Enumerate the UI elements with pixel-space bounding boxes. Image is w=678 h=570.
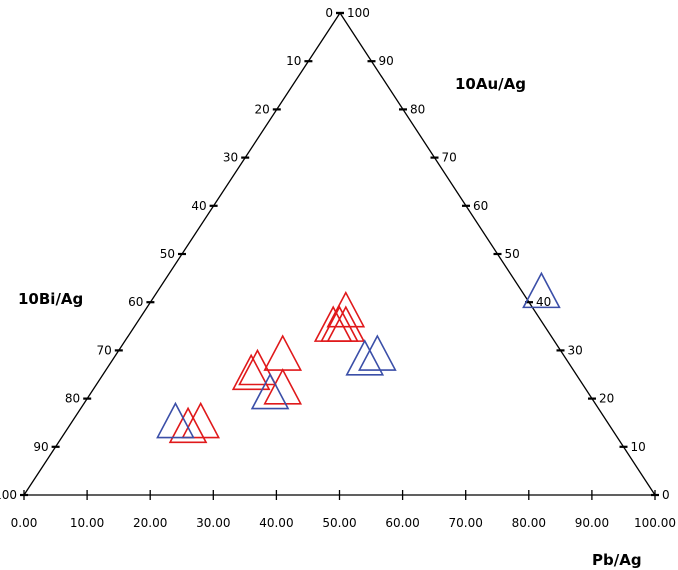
red-triangle-point	[326, 290, 366, 328]
bottom-tick-label: 0.00	[11, 516, 38, 530]
right-tick-label: 30	[568, 343, 583, 357]
bottom-tick-label: 30.00	[196, 516, 230, 530]
bottom-tick-label: 40.00	[259, 516, 293, 530]
red-triangle-point	[263, 368, 303, 405]
red-triangle-point	[320, 305, 359, 342]
bottom-tick-label: 70.00	[449, 516, 483, 530]
data-points	[156, 271, 561, 444]
tick-marks	[20, 11, 659, 500]
left-tick-label: 20	[255, 102, 270, 116]
tick-labels: 0102030405060708090100100908070605040302…	[0, 6, 676, 530]
bottom-tick-label: 80.00	[512, 516, 546, 530]
left-tick-label: 60	[128, 295, 143, 309]
left-tick-label: 50	[160, 247, 175, 261]
red-triangle-point	[263, 334, 303, 371]
left-tick-label: 40	[191, 199, 206, 213]
bottom-tick-label: 50.00	[322, 516, 356, 530]
left-tick-label: 10	[286, 54, 301, 68]
left-tick-label: 100	[0, 488, 17, 502]
blue-triangle-point	[358, 334, 397, 371]
red-triangle-point	[313, 305, 353, 342]
red-triangle-point	[231, 353, 271, 391]
blue-triangle-point	[250, 372, 290, 410]
left-axis-title: 10Bi/Ag	[18, 290, 83, 308]
right-tick-label: 100	[347, 6, 370, 20]
right-tick-label: 20	[599, 392, 614, 406]
blue-triangle-point	[156, 401, 195, 439]
blue-triangle-point	[522, 271, 561, 309]
right-tick-label: 80	[410, 102, 425, 116]
red-triangle-point	[181, 401, 221, 439]
right-tick-label: 50	[505, 247, 520, 261]
right-tick-label: 70	[442, 151, 457, 165]
left-tick-label: 0	[325, 6, 333, 20]
bottom-tick-label: 100.00	[634, 516, 676, 530]
left-tick-label: 80	[65, 392, 80, 406]
red-triangle-point	[168, 406, 208, 444]
bottom-tick-label: 60.00	[385, 516, 419, 530]
right-tick-label: 90	[379, 54, 394, 68]
left-tick-label: 70	[97, 343, 112, 357]
blue-triangle-point	[345, 339, 385, 376]
bottom-tick-label: 90.00	[575, 516, 609, 530]
left-tick-label: 90	[33, 440, 48, 454]
right-tick-label: 10	[631, 440, 646, 454]
bottom-axis-title: Pb/Ag	[592, 551, 642, 569]
right-tick-label: 40	[536, 295, 551, 309]
left-tick-label: 30	[223, 151, 238, 165]
bottom-tick-label: 20.00	[133, 516, 167, 530]
right-axis-title: 10Au/Ag	[455, 75, 526, 93]
right-tick-label: 0	[662, 488, 670, 502]
red-triangle-point	[326, 305, 366, 342]
bottom-tick-label: 10.00	[70, 516, 104, 530]
right-tick-label: 60	[473, 199, 488, 213]
ternary-frame	[23, 12, 656, 496]
